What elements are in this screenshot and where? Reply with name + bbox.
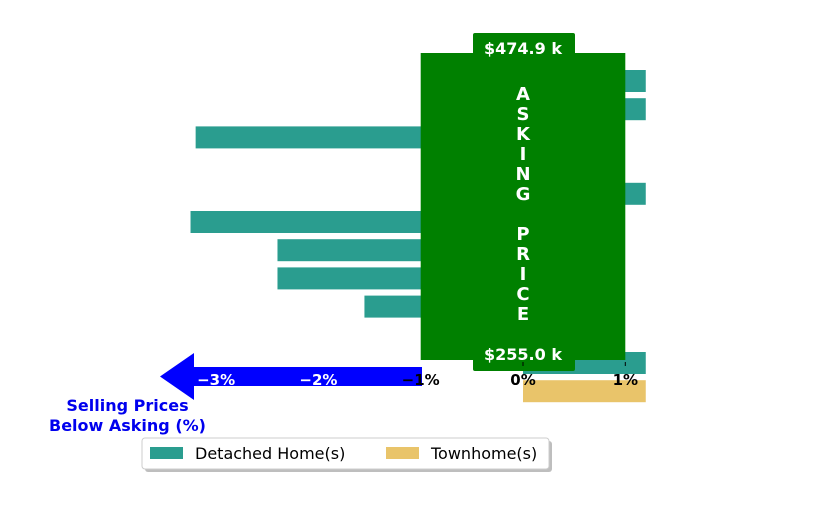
bottom-price-label: $255.0 k — [484, 345, 562, 364]
x-tick-label-4: 1% — [613, 371, 638, 389]
top-price-badge — [473, 33, 575, 60]
asking-price-letter-5: G — [516, 184, 531, 205]
x-tick-label-2: −1% — [402, 371, 440, 389]
bottom-price-badge — [473, 342, 575, 371]
asking-price-rect — [420, 53, 626, 360]
below-asking-label-line2: Below Asking (%) — [49, 416, 206, 435]
legend-label-detached: Detached Home(s) — [195, 444, 345, 463]
asking-price-letter-2: K — [516, 124, 531, 145]
x-tick-label-0: −3% — [197, 371, 235, 389]
asking-price-letter-0: A — [516, 84, 530, 105]
legend-swatch-townhome — [386, 447, 419, 459]
asking-price-letter-9: I — [520, 264, 527, 285]
asking-price-letter-1: S — [517, 104, 530, 125]
below-asking-label: Selling Prices Below Asking (%) — [30, 396, 225, 436]
legend: Detached Home(s) Townhome(s) — [141, 437, 552, 472]
asking-price-letter-10: C — [516, 284, 529, 305]
top-price-label: $474.9 k — [484, 39, 562, 58]
asking-price-letter-8: R — [516, 244, 530, 265]
legend-swatch-detached — [150, 447, 183, 459]
bar-townhome-11 — [523, 380, 646, 403]
asking-price-letter-4: N — [515, 164, 530, 185]
asking-price-letter-3: I — [520, 144, 527, 165]
asking-price-letter-11: E — [517, 304, 529, 325]
below-asking-label-line1: Selling Prices — [66, 396, 189, 415]
asking-price-letter-7: P — [516, 224, 529, 245]
legend-label-townhome: Townhome(s) — [430, 444, 537, 463]
x-tick-label-1: −2% — [299, 371, 337, 389]
x-axis: −3% −2% −1% 0% 1% — [197, 362, 638, 389]
x-tick-label-3: 0% — [510, 371, 535, 389]
below-asking-arrow — [160, 353, 422, 400]
below-asking-arrow-shape — [160, 353, 422, 400]
